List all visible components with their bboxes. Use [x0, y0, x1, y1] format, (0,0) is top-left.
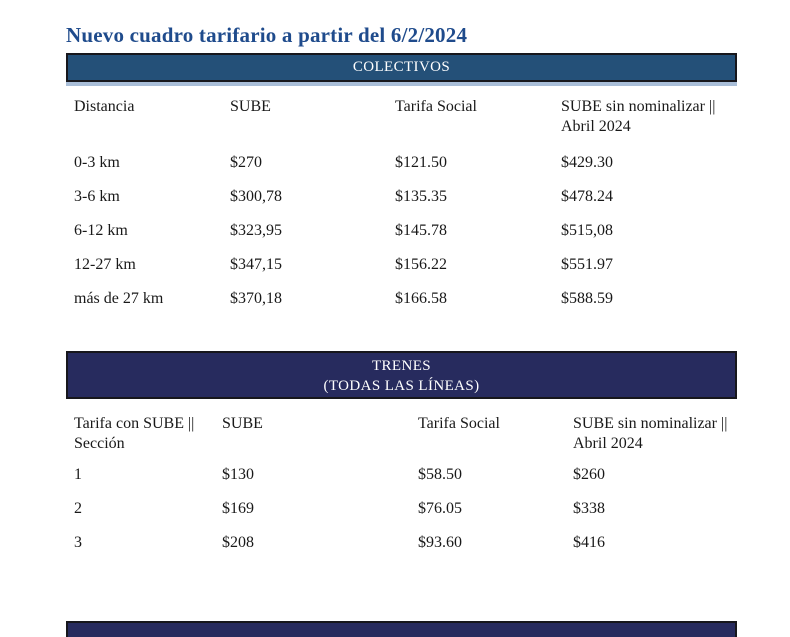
table-cell: 3-6 km [74, 188, 120, 205]
trenes-banner-label-line1: TRENES [371, 358, 432, 374]
column-header-tarifa-con-sube-seccion: Tarifa con SUBE || Sección [74, 415, 195, 452]
trenes-table-banner: TRENES (TODAS LAS LÍNEAS) [66, 351, 737, 399]
colectivos-table-banner: COLECTIVOS [66, 53, 737, 82]
table-row: 3 $208 $93.60 $416 [66, 526, 737, 560]
table-cell: $260 [573, 466, 605, 483]
table-cell: $347,15 [230, 256, 282, 273]
table-cell: $93.60 [418, 534, 462, 551]
table-row: más de 27 km $370,18 $166.58 $588.59 [66, 282, 737, 316]
table-cell: 0-3 km [74, 154, 120, 171]
table-cell: $121.50 [395, 154, 447, 171]
column-header-tarifa-social: Tarifa Social [395, 98, 477, 115]
trenes-header-row: Tarifa con SUBE || Sección SUBE Tarifa S… [66, 410, 737, 458]
table-cell: $370,18 [230, 290, 282, 307]
table-cell: $300,78 [230, 188, 282, 205]
table-row: 0-3 km $270 $121.50 $429.30 [66, 146, 737, 180]
table-cell: $58.50 [418, 466, 462, 483]
colectivos-banner-label: COLECTIVOS [352, 59, 451, 75]
table-cell: $416 [573, 534, 605, 551]
colectivos-banner-underline [66, 82, 737, 86]
table-row: 2 $169 $76.05 $338 [66, 492, 737, 526]
table-cell: 3 [74, 534, 82, 551]
trenes-banner-label-line2: (TODAS LAS LÍNEAS) [323, 378, 480, 394]
table-cell: más de 27 km [74, 290, 164, 307]
table-row: 6-12 km $323,95 $145.78 $515,08 [66, 214, 737, 248]
table-cell: 12-27 km [74, 256, 136, 273]
colectivos-header-row: Distancia SUBE Tarifa Social SUBE sin no… [66, 93, 737, 146]
colectivos-table: Distancia SUBE Tarifa Social SUBE sin no… [66, 93, 737, 316]
column-header-sube-sin-nominalizar: SUBE sin nominalizar || Abril 2024 [561, 98, 716, 135]
table-cell: $551.97 [561, 256, 613, 273]
table-row: 12-27 km $347,15 $156.22 $551.97 [66, 248, 737, 282]
table-cell: $166.58 [395, 290, 447, 307]
trenes-table: Tarifa con SUBE || Sección SUBE Tarifa S… [66, 410, 737, 560]
table-cell: $76.05 [418, 500, 462, 517]
table-cell: $130 [222, 466, 254, 483]
column-header-distancia: Distancia [74, 98, 135, 115]
table-row: 3-6 km $300,78 $135.35 $478.24 [66, 180, 737, 214]
table-cell: $588.59 [561, 290, 613, 307]
table-cell: $169 [222, 500, 254, 517]
table-cell: $429.30 [561, 154, 613, 171]
table-cell: $478.24 [561, 188, 613, 205]
table-cell: $338 [573, 500, 605, 517]
column-header-sube-sin-nominalizar: SUBE sin nominalizar || Abril 2024 [573, 415, 728, 452]
table-cell: $145.78 [395, 222, 447, 239]
table-cell: 6-12 km [74, 222, 128, 239]
table-cell: $156.22 [395, 256, 447, 273]
column-header-sube: SUBE [230, 98, 271, 115]
table-cell: 1 [74, 466, 82, 483]
page-title: Nuevo cuadro tarifario a partir del 6/2/… [66, 23, 468, 48]
next-table-banner-truncated [66, 621, 737, 637]
column-header-tarifa-social: Tarifa Social [418, 415, 500, 432]
table-cell: $270 [230, 154, 262, 171]
table-cell: $135.35 [395, 188, 447, 205]
table-row: 1 $130 $58.50 $260 [66, 458, 737, 492]
table-cell: $515,08 [561, 222, 613, 239]
table-cell: $323,95 [230, 222, 282, 239]
table-cell: $208 [222, 534, 254, 551]
table-cell: 2 [74, 500, 82, 517]
column-header-sube: SUBE [222, 415, 263, 432]
